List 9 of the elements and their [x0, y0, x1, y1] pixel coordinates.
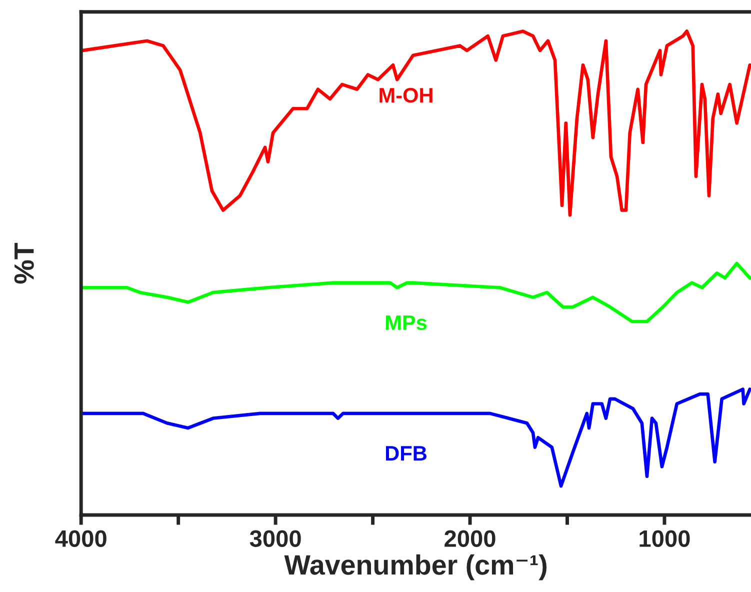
series-label: MPs: [386, 316, 427, 330]
x-tick-label: 1000: [640, 530, 690, 547]
x-tick-label: 3000: [250, 530, 301, 547]
x-tick-label: 4000: [55, 530, 106, 547]
series-label: M-OH: [380, 88, 432, 103]
y-axis-title: %T: [14, 242, 34, 284]
series-label: DFB: [386, 446, 426, 460]
x-axis-title: Wavenumber (cm⁻¹): [284, 554, 547, 580]
x-tick-label: 2000: [444, 530, 496, 547]
